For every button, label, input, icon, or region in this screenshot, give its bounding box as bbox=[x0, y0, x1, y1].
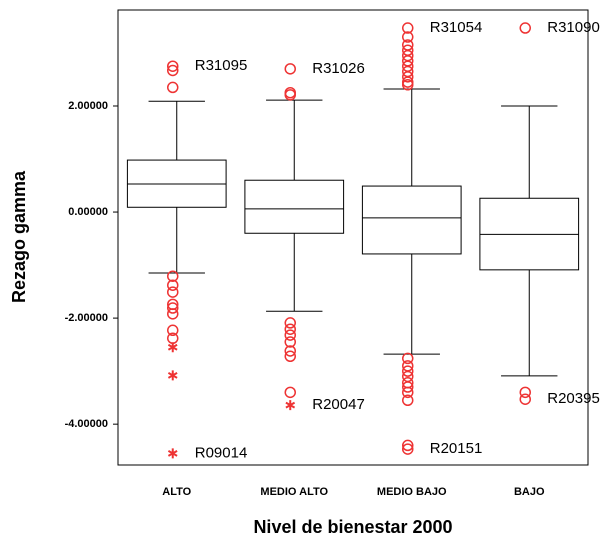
y-tick-label: -4.00000 bbox=[65, 418, 108, 430]
x-tick-label: MEDIO BAJO bbox=[377, 486, 447, 498]
outlier bbox=[284, 317, 296, 329]
outlier bbox=[167, 324, 179, 337]
outlier bbox=[284, 350, 296, 363]
outlier-label: R20151 bbox=[430, 440, 483, 457]
outlier bbox=[167, 286, 179, 298]
outlier bbox=[167, 302, 179, 314]
x-axis-label: Nivel de bienestar 2000 bbox=[253, 517, 452, 537]
outlier bbox=[284, 345, 296, 357]
outlier bbox=[167, 64, 179, 77]
outlier bbox=[402, 394, 414, 407]
x-tick-label: MEDIO ALTO bbox=[260, 486, 328, 498]
box bbox=[361, 185, 462, 255]
outlier bbox=[519, 393, 531, 405]
outlier bbox=[402, 381, 414, 393]
outlier-label: R20395 bbox=[547, 390, 600, 407]
box bbox=[244, 179, 345, 234]
outlier bbox=[402, 386, 414, 399]
outlier bbox=[402, 365, 414, 377]
outlier bbox=[402, 439, 414, 452]
outlier bbox=[167, 308, 179, 320]
outlier bbox=[167, 60, 179, 72]
outlier bbox=[284, 336, 296, 348]
outlier-star bbox=[167, 448, 178, 459]
outlier-label: R31090 bbox=[547, 19, 600, 36]
plot-frame bbox=[117, 9, 589, 466]
outlier bbox=[402, 79, 414, 91]
outlier bbox=[519, 22, 531, 34]
outlier-label: R31095 bbox=[195, 57, 248, 74]
y-tick-label: 2.00000 bbox=[68, 100, 108, 112]
outlier-star bbox=[167, 370, 178, 381]
outlier bbox=[167, 279, 179, 291]
outlier bbox=[167, 81, 179, 94]
outlier bbox=[402, 22, 414, 34]
outlier bbox=[402, 31, 414, 43]
outlier bbox=[284, 63, 296, 75]
outlier-label: R20047 bbox=[312, 396, 365, 413]
x-tick-label: ALTO bbox=[162, 486, 191, 498]
outlier-label: R31026 bbox=[312, 60, 365, 77]
outlier bbox=[284, 323, 296, 335]
y-tick-label: -2.00000 bbox=[65, 312, 108, 324]
outlier-label: R31054 bbox=[430, 19, 483, 36]
outlier bbox=[402, 71, 414, 83]
outlier bbox=[167, 270, 179, 282]
outlier bbox=[519, 386, 531, 399]
outlier bbox=[402, 443, 414, 455]
outlier-label: R09014 bbox=[195, 444, 248, 461]
outlier bbox=[402, 352, 414, 365]
y-axis-label: Rezago gamma bbox=[9, 170, 29, 303]
outlier bbox=[284, 329, 296, 341]
x-tick-label: BAJO bbox=[514, 486, 545, 498]
outlier-star bbox=[285, 400, 296, 411]
outlier-star bbox=[167, 342, 178, 353]
outlier bbox=[284, 89, 296, 101]
outlier bbox=[284, 386, 296, 399]
y-tick-label: 0.00000 bbox=[68, 206, 108, 218]
